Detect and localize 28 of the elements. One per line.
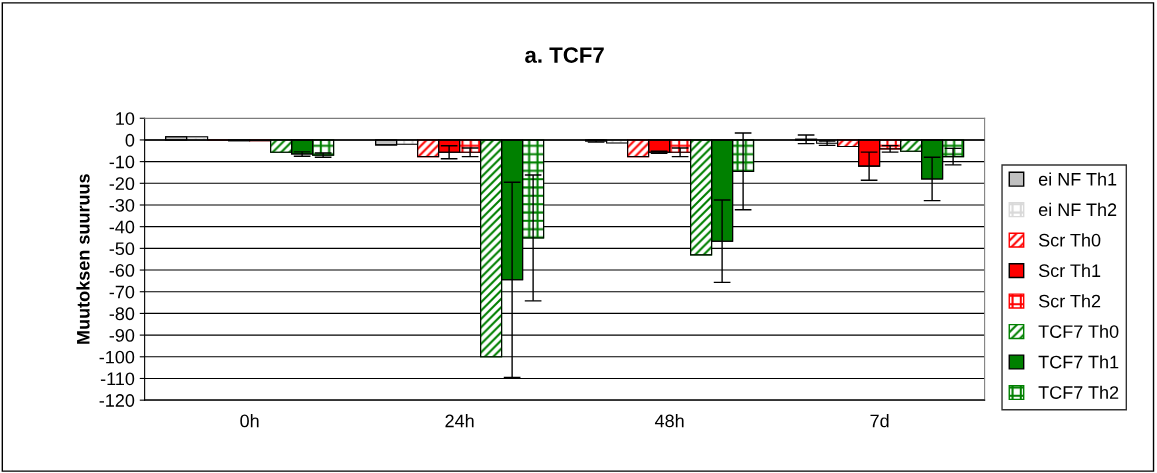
- y-tick-label: -40: [109, 220, 135, 234]
- y-tick-label: -20: [109, 177, 135, 191]
- legend-label: TCF7 Th0: [1038, 324, 1119, 338]
- legend-label: ei NF Th2: [1038, 202, 1117, 217]
- x-tick-label: 24h: [445, 414, 474, 428]
- legend-label: TCF7 Th1: [1038, 355, 1119, 369]
- legend-label: Scr Th2: [1038, 294, 1101, 308]
- y-tick-label: -50: [109, 242, 135, 256]
- x-tick-label: 7d: [870, 414, 889, 428]
- legend-label: ei NF Th1: [1038, 172, 1117, 186]
- y-tick-label: -70: [109, 285, 135, 299]
- y-tick-label: -60: [109, 263, 135, 277]
- y-tick-label: -100: [99, 350, 135, 364]
- y-tick-label: -110: [100, 372, 135, 386]
- legend-label: Scr Th0: [1038, 233, 1101, 247]
- y-tick-label: -90: [109, 329, 135, 342]
- legend-label: Scr Th1: [1038, 263, 1101, 278]
- legend-label: TCF7 Th2: [1038, 385, 1119, 399]
- y-tick-label: -10: [109, 155, 135, 169]
- y-tick-label: 10: [116, 112, 135, 125]
- chart-title: a. TCF7: [525, 47, 604, 63]
- y-tick-label: -30: [109, 198, 135, 212]
- y-tick-label: -120: [99, 394, 135, 407]
- x-tick-label: 0h: [240, 414, 259, 428]
- y-tick-label: 0: [125, 133, 135, 147]
- x-tick-label: 48h: [654, 414, 684, 428]
- y-tick-label: -80: [109, 307, 135, 321]
- y-axis-title: Muutoksen suuruus: [76, 174, 90, 344]
